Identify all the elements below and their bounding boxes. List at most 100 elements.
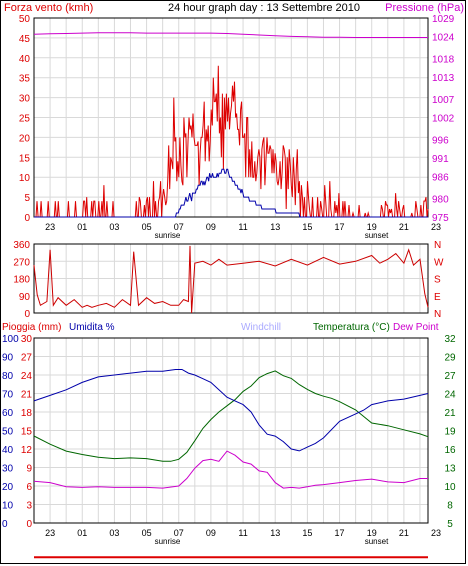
wind-axis-tick: 15 xyxy=(19,153,31,164)
rain-axis-tick: 30 xyxy=(21,334,33,345)
pressure-axis-tick: 1018 xyxy=(432,55,455,66)
humidity-title: Umidita % xyxy=(69,322,115,333)
pressure-axis-tick: 1002 xyxy=(432,114,455,125)
pressure-line xyxy=(33,32,428,38)
wind-panel-hour-label: 19 xyxy=(367,222,377,232)
climate-panel-hour-label: 05 xyxy=(142,528,152,538)
compass-label: E xyxy=(434,292,441,303)
wind-axis-tick: 50 xyxy=(19,14,31,25)
wind-panel-hour-label: 07 xyxy=(174,222,184,232)
wind-panel-hour-label: 17 xyxy=(335,222,345,232)
pressure-axis-tick: 991 xyxy=(432,154,449,165)
wind-axis-tick: 40 xyxy=(19,54,31,65)
humidity-axis-tick: 80 xyxy=(2,371,14,382)
temperature-axis-tick: 32 xyxy=(444,334,456,345)
climate-panel-hour-label: 07 xyxy=(174,528,184,538)
climate-panel-hour-label: 13 xyxy=(270,528,280,538)
climate-panel-hour-label: 17 xyxy=(335,528,345,538)
temperature-axis-tick: 24 xyxy=(444,390,456,401)
wind-panel-hour-label: 15 xyxy=(302,222,312,232)
temperature-axis-tick: 21 xyxy=(444,408,456,419)
rain-axis-tick: 24 xyxy=(21,371,33,382)
compass-label: N xyxy=(434,240,441,251)
wind-panel-hour-label: 21 xyxy=(399,222,409,232)
direction-axis-tick: 270 xyxy=(13,257,30,268)
wind-speed-title: Forza vento (kmh) xyxy=(4,2,93,14)
humidity-axis-tick: 60 xyxy=(2,408,14,419)
humidity-axis-tick: 70 xyxy=(2,390,14,401)
humidity-axis-tick: 0 xyxy=(2,519,8,530)
wind-axis-tick: 35 xyxy=(19,74,31,85)
temperature-axis-tick: 29 xyxy=(444,353,456,364)
climate-panel-hour-label: 15 xyxy=(302,528,312,538)
pressure-axis-tick: 996 xyxy=(432,136,449,147)
pressure-title: Pressione (hPa) xyxy=(385,2,464,14)
pressure-axis-tick: 1013 xyxy=(432,73,455,84)
wind-axis-tick: 0 xyxy=(24,213,30,224)
climate-panel-hour-label: 03 xyxy=(109,528,119,538)
temperature-axis-tick: 5 xyxy=(447,519,453,530)
climate-panel-hour-label: 11 xyxy=(238,528,247,538)
rain-axis-tick: 18 xyxy=(21,408,33,419)
humidity-axis-tick: 100 xyxy=(2,334,19,345)
temperature-axis-tick: 27 xyxy=(444,371,456,382)
pressure-axis-tick: 1029 xyxy=(432,14,455,25)
wind-axis-tick: 25 xyxy=(19,114,31,125)
wind-average-line xyxy=(34,168,428,218)
rain-axis-tick: 15 xyxy=(21,427,33,438)
temperature-axis-tick: 10 xyxy=(444,482,456,493)
compass-label: S xyxy=(434,275,441,286)
climate-panel-frame xyxy=(33,337,429,524)
dew-point-line xyxy=(33,450,428,489)
wind-axis-tick: 30 xyxy=(19,94,31,105)
climate-panel-sunset-label: sunset xyxy=(365,537,389,546)
temperature-axis-tick: 16 xyxy=(444,445,456,456)
humidity-axis-tick: 50 xyxy=(2,427,14,438)
direction-axis-tick: 90 xyxy=(19,292,31,303)
compass-label: N xyxy=(434,309,441,320)
wind-panel-frame xyxy=(33,17,429,218)
wind-panel-sunrise-label: sunrise xyxy=(155,231,181,240)
humidity-axis-tick: 40 xyxy=(2,445,14,456)
wind-panel-hour-label: 05 xyxy=(142,222,152,232)
wind-axis-tick: 20 xyxy=(19,133,31,144)
climate-panel-hour-label: 09 xyxy=(206,528,216,538)
pressure-axis-tick: 975 xyxy=(432,213,449,224)
wind-panel-hour-label: 13 xyxy=(270,222,280,232)
direction-panel-frame xyxy=(33,243,429,314)
dew-point-title: Dew Point xyxy=(393,322,439,333)
wind-panel-hour-label: 09 xyxy=(206,222,216,232)
direction-axis-tick: 180 xyxy=(13,275,30,286)
rain-axis-tick: 21 xyxy=(21,390,33,401)
rain-axis-tick: 27 xyxy=(21,353,33,364)
humidity-axis-tick: 10 xyxy=(2,501,14,512)
humidity-axis-tick: 30 xyxy=(2,464,14,475)
wind-panel-hour-label: 01 xyxy=(77,222,87,232)
pressure-axis-tick: 986 xyxy=(432,172,449,183)
humidity-line xyxy=(33,369,429,452)
compass-label: W xyxy=(434,257,444,268)
temperature-line xyxy=(33,370,429,462)
pressure-axis-tick: 980 xyxy=(432,195,449,206)
wind-panel-sunset-label: sunset xyxy=(365,231,389,240)
direction-axis-tick: 360 xyxy=(13,240,30,251)
temperature-title: Temperatura (°C) xyxy=(313,322,390,333)
wind-panel-hour-label: 11 xyxy=(238,222,247,232)
graph-title: 24 hour graph day : 13 Settembre 2010 xyxy=(168,2,360,14)
wind-axis-tick: 10 xyxy=(19,173,31,184)
windchill-title: Windchill xyxy=(241,322,281,333)
direction-axis-tick: 0 xyxy=(24,309,30,320)
pressure-axis-tick: 1007 xyxy=(432,95,455,106)
rain-title: Pioggia (mm) xyxy=(2,322,61,333)
wind-axis-tick: 45 xyxy=(19,34,31,45)
wind-axis-tick: 5 xyxy=(24,193,30,204)
temperature-axis-tick: 8 xyxy=(447,501,453,512)
wind-panel-hour-label: 03 xyxy=(109,222,119,232)
humidity-axis-tick: 20 xyxy=(2,482,14,493)
climate-panel-hour-label: 23 xyxy=(431,528,441,538)
rain-axis-tick: 0 xyxy=(26,519,32,530)
temperature-axis-tick: 19 xyxy=(444,427,456,438)
climate-panel-sunrise-label: sunrise xyxy=(155,537,181,546)
climate-panel-hour-label: 01 xyxy=(77,528,87,538)
